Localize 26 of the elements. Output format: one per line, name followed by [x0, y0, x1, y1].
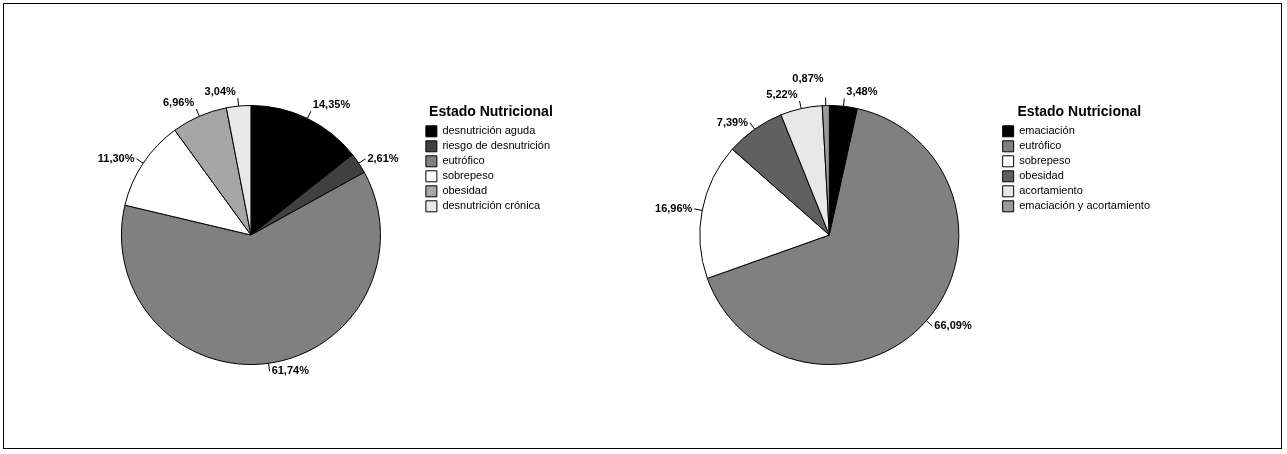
legend-title: Estado Nutricional: [429, 102, 553, 119]
legend-label: sobrepeso: [1019, 154, 1071, 167]
data-label: 5,22%: [766, 87, 798, 100]
legend-title: Estado Nutricional: [1017, 102, 1142, 119]
data-label: 2,61%: [367, 151, 399, 164]
data-label: 61,74%: [271, 364, 310, 377]
legend-label: eutrófico: [1019, 139, 1062, 152]
data-label: 16,96%: [655, 201, 693, 214]
data-label: 66,09%: [934, 319, 972, 332]
data-label: 7,39%: [716, 115, 749, 128]
legend-label: desnutrición crónica: [442, 199, 542, 212]
data-label: 11,30%: [97, 151, 135, 164]
legend-label: acortamiento: [1019, 184, 1083, 197]
legend-label: emaciación y acortamiento: [1019, 199, 1150, 212]
data-label: 14,35%: [312, 98, 351, 111]
legend-label: obesidad: [442, 184, 488, 197]
data-label: 3,48%: [846, 85, 878, 98]
legend-label: emaciación: [1019, 124, 1075, 137]
data-label: 0,87%: [792, 71, 824, 84]
data-label: 3,04%: [204, 85, 237, 98]
legend-label: eutrófico: [442, 154, 485, 167]
legend-label: riesgo de desnutrición: [442, 139, 550, 152]
legend-label: obesidad: [1019, 169, 1064, 182]
legend-label: desnutrición aguda: [442, 124, 537, 137]
legend-label: sobrepeso: [442, 169, 494, 182]
data-label: 6,96%: [162, 95, 195, 108]
